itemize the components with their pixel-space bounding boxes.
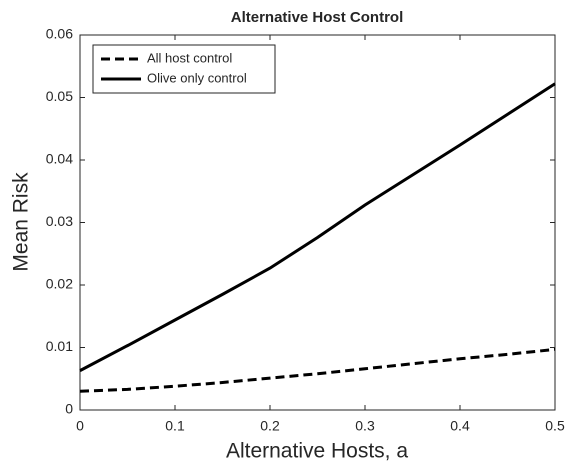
y-tick-label: 0.06 xyxy=(46,26,73,42)
data-line xyxy=(79,347,556,393)
x-tick-label: 0 xyxy=(76,418,84,434)
y-tick-label: 0.05 xyxy=(46,88,73,104)
y-tick-label: 0.01 xyxy=(46,338,73,354)
x-tick-label: 0.2 xyxy=(260,418,280,434)
x-tick-label: 0.1 xyxy=(165,418,185,434)
y-tick-label: 0.02 xyxy=(46,276,73,292)
chart-title: Alternative Host Control xyxy=(231,9,404,26)
x-tick-label: 0.4 xyxy=(450,418,470,434)
legend-label: All host control xyxy=(147,50,232,65)
plot-frame xyxy=(79,34,556,411)
y-axis-label: Mean Risk xyxy=(10,172,33,272)
x-tick-label: 0.5 xyxy=(545,418,565,434)
x-axis-label: Alternative Hosts, a xyxy=(226,440,408,463)
x-tick-label: 0.3 xyxy=(355,418,375,434)
y-tick-label: 0 xyxy=(65,401,73,417)
y-tick-label: 0.04 xyxy=(46,151,73,167)
legend-box xyxy=(92,44,276,94)
y-tick-label: 0.03 xyxy=(46,213,73,229)
legend-label: Olive only control xyxy=(147,70,247,85)
data-line xyxy=(79,82,556,372)
